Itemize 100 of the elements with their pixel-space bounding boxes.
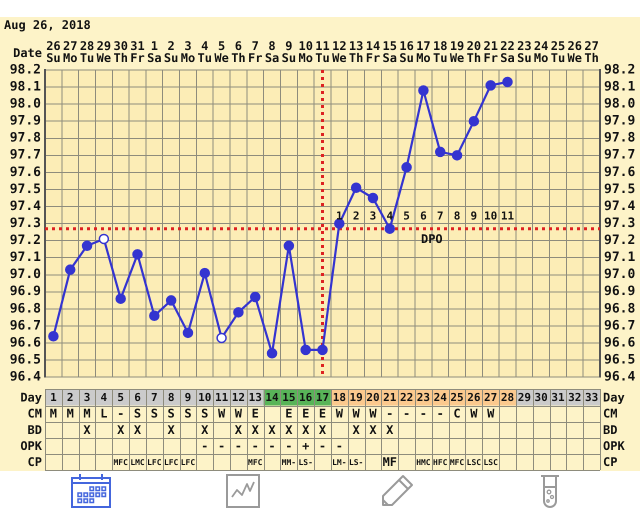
text: S — [168, 406, 175, 421]
text: - — [336, 438, 343, 453]
text: S — [150, 406, 158, 421]
text: S — [134, 406, 142, 421]
y-tick-label: 97.9 — [10, 114, 41, 129]
text: - — [268, 438, 276, 453]
text: E — [302, 406, 310, 421]
x-tick-label: 29 — [518, 391, 531, 404]
x-tick-label: 20 Th — [466, 39, 482, 66]
text: W — [218, 406, 226, 421]
point — [82, 240, 92, 252]
text: - — [117, 406, 124, 421]
text: E — [285, 406, 292, 421]
text: M — [66, 406, 74, 421]
x-tick-label: 2 Su — [164, 39, 178, 66]
point — [368, 192, 378, 204]
text: W — [487, 406, 494, 421]
text: X — [168, 422, 175, 437]
text: - — [218, 438, 226, 453]
text: X — [352, 422, 360, 437]
x-tick-label: 14 Fr — [366, 39, 380, 66]
x-tick-label: 8 — [168, 391, 174, 404]
x-tick-label: 7 Fr — [248, 39, 262, 66]
x-tick-label: 15 — [282, 391, 296, 404]
x-tick-label: 33 — [584, 391, 598, 404]
point — [284, 240, 294, 252]
point — [250, 292, 260, 302]
annotation: 5 — [403, 210, 410, 223]
y-tick-label: 97.6 — [10, 164, 42, 180]
point — [64, 264, 76, 275]
x-tick-label: 30 Th — [113, 39, 128, 66]
x-tick-label: 23 — [416, 391, 430, 404]
x-tick-label: 21 Fr — [483, 39, 498, 66]
x-tick-label: 19 — [350, 391, 363, 404]
text: X — [369, 422, 377, 437]
x-tick-label: 1 — [50, 391, 58, 404]
point — [200, 268, 210, 278]
y-tick-label: 97.1 — [10, 250, 42, 266]
text: S — [184, 406, 192, 421]
point — [216, 332, 227, 344]
point — [266, 348, 278, 359]
text: S — [201, 406, 208, 421]
point — [401, 162, 412, 173]
y-tick-label: 97.8 — [10, 130, 42, 146]
y-tick-label: 97.0 — [10, 267, 42, 282]
text: X — [302, 422, 310, 437]
text: X — [268, 422, 276, 437]
point — [132, 249, 143, 260]
x-tick-label: 19 We — [450, 39, 464, 66]
annotation: 2 — [352, 210, 360, 223]
x-tick-label: 2 — [66, 391, 74, 404]
text: + — [302, 438, 310, 453]
annotation: 10 — [484, 210, 498, 223]
x-tick-label: 13 — [248, 391, 262, 404]
y-tick-label: 97.3 — [10, 216, 41, 231]
y-tick-label: CM — [603, 406, 618, 421]
annotation: 8 — [454, 210, 460, 223]
text: M — [50, 406, 58, 421]
annotation: 6 — [420, 210, 428, 223]
x-tick-label: 18 — [332, 391, 346, 404]
x-tick-label: 5 — [117, 391, 124, 404]
x-tick-label: 4 — [100, 391, 108, 404]
x-tick-label: 14 — [265, 391, 280, 404]
y-tick-label: 96.8 — [10, 301, 42, 316]
x-tick-label: 13 Th — [348, 39, 364, 66]
text: - — [420, 406, 428, 421]
y-tick-label: CP — [603, 455, 618, 470]
y-tick-label: 96.6 — [10, 335, 42, 350]
x-tick-label: 3 — [84, 391, 90, 404]
x-tick-label: 10 Mo — [298, 39, 313, 66]
x-tick-label: 16 — [299, 391, 313, 404]
point — [98, 234, 110, 244]
y-tick-label: 97.2 — [10, 233, 41, 248]
x-tick-label: 1 Sa — [147, 39, 162, 66]
point — [115, 293, 126, 304]
y-tick-label: 98.1 — [10, 79, 42, 94]
x-tick-label: 22 Sa — [500, 39, 515, 66]
text: - — [402, 406, 410, 421]
x-tick-label: 4 Tu — [198, 39, 212, 66]
text: W — [470, 406, 478, 421]
x-tick-label: 5 We — [214, 39, 229, 66]
text: - — [386, 406, 394, 421]
x-tick-label: 32 — [568, 391, 582, 404]
text: - — [234, 438, 242, 453]
x-tick-label: 30 — [534, 391, 548, 404]
point — [452, 150, 462, 161]
y-tick-label: 98.0 — [10, 96, 42, 112]
ref-line-label: DPO — [420, 232, 443, 246]
text: C — [453, 406, 461, 421]
text: X — [252, 422, 259, 437]
x-tick-label: 11 — [214, 391, 229, 404]
x-tick-label: 28 Tu — [80, 39, 94, 66]
point — [182, 328, 194, 338]
text: - — [201, 438, 208, 453]
x-tick-label: 27 Th — [584, 39, 599, 66]
x-tick-label: 31 — [551, 391, 565, 404]
text: - — [436, 406, 444, 421]
y-tick-label: 97.5 — [10, 182, 41, 197]
annotation: 7 — [436, 210, 444, 223]
text: X — [234, 422, 242, 437]
